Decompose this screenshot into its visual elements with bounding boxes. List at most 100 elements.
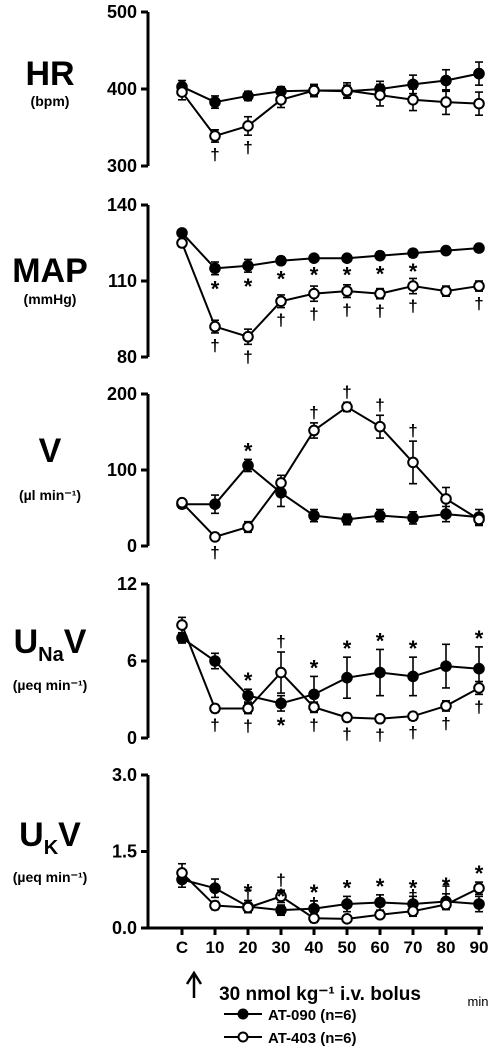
panel-ylabel: (µl min⁻¹) [19, 487, 81, 503]
data-point [440, 285, 452, 297]
y-tick-label: 400 [107, 79, 137, 99]
data-point [374, 896, 386, 909]
data-point [440, 493, 452, 505]
data-point [473, 97, 485, 110]
data-point [176, 496, 188, 509]
data-point [209, 531, 221, 543]
data-point [308, 252, 320, 265]
significance-star: * [376, 874, 385, 899]
significance-dagger: † [309, 304, 318, 323]
data-point [308, 84, 320, 97]
data-point [407, 456, 419, 469]
data-point [242, 702, 254, 715]
significance-dagger: † [276, 632, 285, 651]
significance-dagger: † [408, 421, 417, 440]
y-tick-label: 0.0 [112, 918, 137, 938]
series-line [181, 72, 480, 104]
legend-marker-filled [237, 1008, 249, 1020]
data-point [473, 67, 485, 80]
data-point [374, 287, 386, 300]
significance-star: * [244, 438, 253, 463]
series-at403 [176, 401, 485, 543]
data-point [440, 244, 452, 257]
data-point [407, 905, 419, 917]
data-point [209, 130, 221, 142]
y-tick-label: 3.0 [112, 765, 137, 785]
data-point [374, 89, 386, 101]
significance-dagger: † [441, 714, 450, 733]
significance-star: * [442, 873, 451, 898]
legend-item-at090: AT-090 (n=6) [224, 1007, 357, 1024]
panel-ylabel: (bpm) [31, 93, 70, 109]
data-point [407, 280, 419, 292]
significance-dagger: † [342, 896, 351, 915]
data-point [275, 93, 287, 106]
data-point [308, 912, 320, 925]
significance-dagger: † [309, 403, 318, 422]
panel-v: V (µl min⁻¹) 0 100 200 * † † † † † [19, 382, 485, 562]
panel-title: HR [25, 55, 74, 93]
significance-star: * [310, 880, 319, 905]
x-tick-label: 60 [371, 938, 390, 957]
significance-star: * [277, 884, 286, 909]
significance-star: * [211, 277, 220, 302]
data-point [242, 90, 254, 102]
significance-star: * [244, 668, 253, 693]
significance-dagger: † [408, 297, 417, 316]
panel-hr: HR(bpm) 300 400 500 † † [25, 2, 485, 176]
series-line [181, 624, 480, 720]
significance-dagger: † [375, 395, 384, 414]
significance-dagger: † [375, 726, 384, 745]
x-tick-label: 70 [404, 938, 423, 957]
significance-dagger: † [441, 879, 450, 898]
series-line [181, 232, 480, 270]
legend-marker-open [237, 1031, 249, 1043]
data-point [275, 666, 287, 679]
data-point [407, 710, 419, 722]
significance-star: * [343, 636, 352, 661]
significance-star: * [409, 636, 418, 661]
significance-dagger: † [210, 881, 219, 900]
data-point [341, 285, 353, 297]
y-tick-label: 1.5 [112, 842, 137, 862]
x-axis-unit: min [468, 994, 489, 1009]
panel-title: V [39, 432, 62, 470]
data-point [242, 120, 254, 132]
data-point [176, 619, 188, 631]
data-point [374, 712, 386, 725]
data-point [209, 899, 221, 912]
data-point [374, 509, 386, 522]
data-point [308, 424, 320, 437]
data-point [473, 662, 485, 675]
series-at403 [176, 616, 485, 725]
significance-star: * [475, 861, 484, 886]
series-at090 [176, 227, 485, 276]
significance-star: * [409, 875, 418, 900]
panel-ylabel: (mmHg) [24, 291, 77, 307]
series-at090 [176, 631, 485, 714]
data-point [341, 711, 353, 724]
y-tick-label: 500 [107, 2, 137, 22]
x-tick-label: 80 [437, 938, 456, 957]
data-point [473, 882, 485, 895]
data-point [374, 420, 386, 433]
x-tick-label: 50 [338, 938, 357, 957]
y-tick-label: 300 [107, 156, 137, 176]
series-at403 [176, 237, 485, 346]
significance-dagger: † [309, 894, 318, 913]
data-point [275, 904, 287, 916]
series-line [181, 637, 480, 705]
data-point [209, 702, 221, 715]
data-point [275, 890, 287, 903]
data-point [341, 671, 353, 684]
significance-dagger: † [210, 145, 219, 164]
x-tick-label: 40 [305, 938, 324, 957]
data-point [242, 459, 254, 472]
series-at090 [176, 871, 485, 918]
significance-dagger: † [375, 892, 384, 911]
data-point [176, 867, 188, 879]
x-axis: C 10 20 30 40 50 60 70 80 90 min 30 nmol kg⁻¹ i.v… [148, 926, 489, 1009]
series-line [182, 464, 480, 521]
significance-dagger: † [342, 382, 351, 401]
significance-star: * [310, 655, 319, 680]
